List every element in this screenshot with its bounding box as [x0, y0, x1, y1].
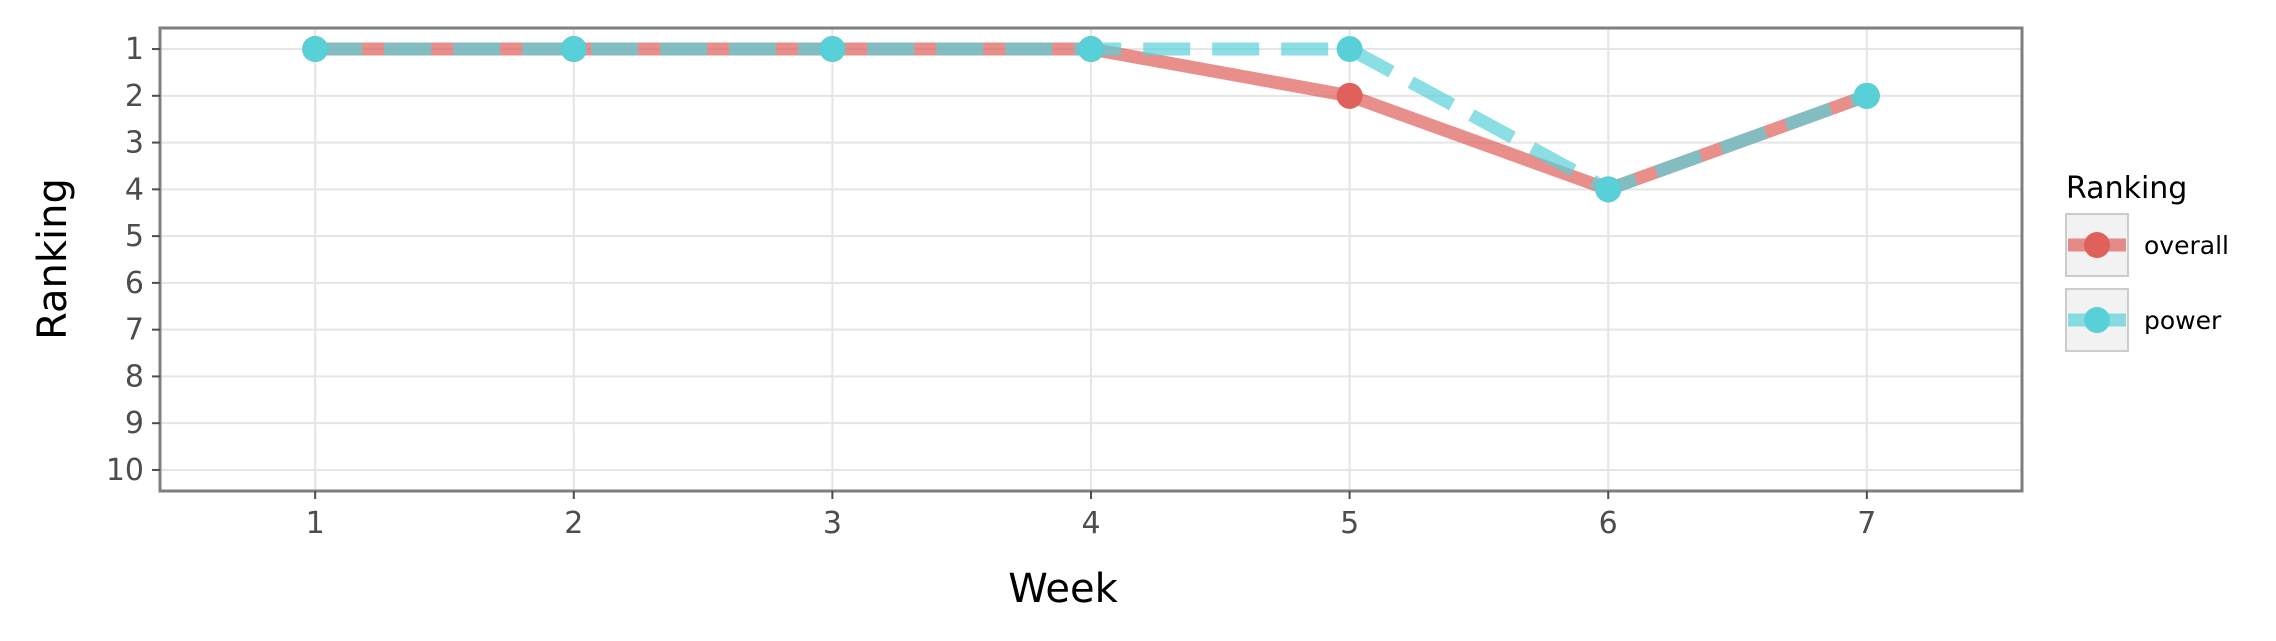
data-point-overall [1336, 82, 1363, 109]
y-tick-label: 3 [125, 126, 144, 161]
x-tick-label: 3 [823, 506, 842, 541]
y-tick-label: 1 [125, 32, 144, 67]
y-tick-label: 6 [125, 266, 144, 301]
y-tick-label: 5 [125, 219, 144, 254]
x-tick-label: 1 [306, 506, 325, 541]
legend-label-overall: overall [2144, 231, 2229, 260]
y-tick-label: 7 [125, 313, 144, 348]
y-tick-label: 4 [125, 172, 144, 207]
x-tick-label: 4 [1081, 506, 1100, 541]
x-tick-label: 2 [564, 506, 583, 541]
legend-key-point-overall [2084, 232, 2110, 258]
data-point-power [819, 36, 846, 63]
data-point-power [560, 36, 587, 63]
legend-title: Ranking [2066, 171, 2187, 206]
data-point-power [1336, 36, 1363, 63]
data-point-power [1853, 82, 1880, 109]
y-tick-label: 10 [106, 453, 144, 488]
x-tick-label: 6 [1599, 506, 1618, 541]
y-axis-title: Ranking [30, 178, 76, 340]
x-tick-label: 7 [1857, 506, 1876, 541]
legend-key-point-power [2084, 307, 2110, 333]
y-tick-label: 2 [125, 79, 144, 114]
x-tick-label: 5 [1340, 506, 1359, 541]
series-points [302, 36, 1880, 203]
legend-label-power: power [2144, 306, 2222, 335]
legend: Ranking overall power [2065, 171, 2229, 352]
x-axis-title: Week [1008, 566, 1118, 612]
data-point-power [1078, 36, 1104, 63]
y-tick-label: 9 [125, 406, 144, 441]
axis-ticks: 1 2 3 4 5 6 7 1 2 3 4 5 6 7 8 9 10 [106, 32, 1877, 541]
y-tick-label: 8 [125, 359, 144, 394]
data-point-power [302, 36, 329, 63]
data-point-power [1595, 176, 1622, 203]
